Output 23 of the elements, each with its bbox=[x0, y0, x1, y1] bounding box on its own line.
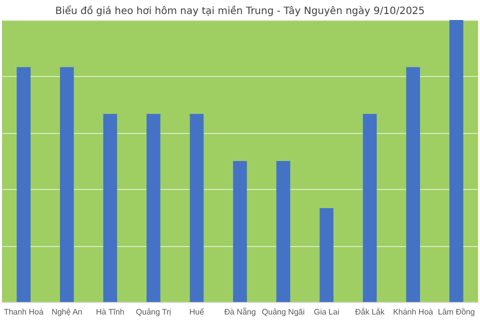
x-tick-label: Gia Lai bbox=[314, 308, 340, 316]
x-tick-label: Nghệ An bbox=[52, 308, 82, 316]
bar bbox=[60, 67, 74, 302]
x-tick-label: Lâm Đồng bbox=[438, 308, 475, 316]
bar bbox=[16, 67, 31, 302]
bar bbox=[362, 114, 377, 302]
x-tick-label: Quảng Ngãi bbox=[262, 308, 305, 316]
x-tick-label: Hà Tĩnh bbox=[96, 308, 124, 316]
bar bbox=[103, 114, 118, 302]
x-tick-label: Khánh Hoà bbox=[393, 308, 434, 316]
x-tick-label: Quảng Trị bbox=[136, 308, 172, 316]
x-tick-label: Thanh Hoá bbox=[4, 308, 44, 316]
bar bbox=[190, 114, 204, 302]
x-tick-label: Đắk Lắk bbox=[355, 308, 386, 316]
bar bbox=[146, 114, 160, 302]
bar bbox=[276, 161, 290, 302]
x-tick-label: Đà Nẵng bbox=[224, 308, 256, 316]
bar bbox=[449, 20, 464, 302]
bar bbox=[406, 67, 420, 302]
bar bbox=[233, 161, 247, 302]
chart-title: Biểu đồ giá heo hơi hôm nay tại miền Trung - Tây Nguyên ngày 9/10/2025 bbox=[55, 5, 425, 17]
x-tick-label: Huế bbox=[189, 308, 205, 316]
bar bbox=[320, 208, 334, 302]
